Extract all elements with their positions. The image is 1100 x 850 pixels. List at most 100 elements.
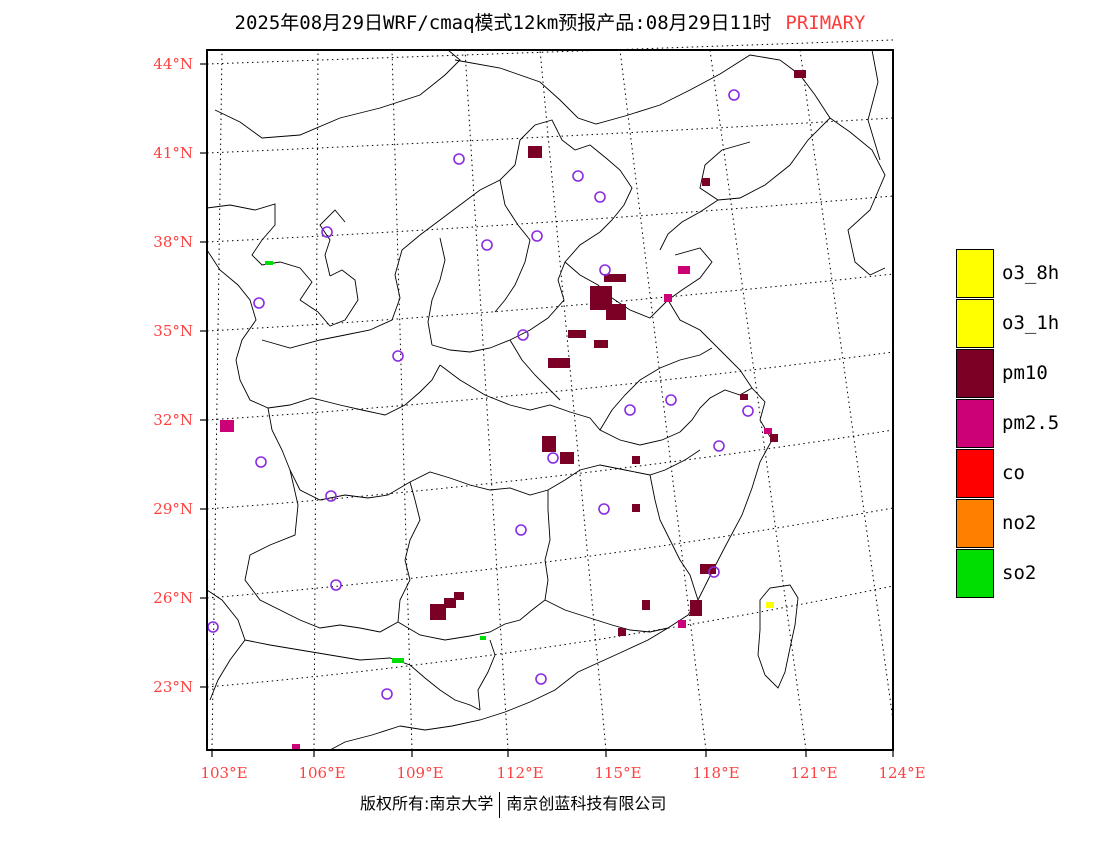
legend-swatch — [956, 499, 994, 548]
lat-label: 41°N — [153, 144, 193, 162]
pm2-5-cell — [664, 294, 672, 302]
pm10-cell — [430, 604, 446, 620]
pm10-cell — [700, 564, 716, 574]
station-marker — [381, 688, 393, 700]
legend-label: pm10 — [1002, 362, 1048, 384]
pm10-cell — [594, 340, 608, 348]
province-boundaries — [206, 49, 886, 751]
pm2-5-cell — [292, 744, 300, 750]
station-marker — [708, 566, 720, 578]
station-marker — [535, 673, 547, 685]
pm2-5-cell — [678, 620, 686, 628]
pm2-5-cell — [678, 266, 690, 274]
station-marker — [624, 404, 636, 416]
pm10-cell — [548, 358, 570, 368]
pm10-cell — [794, 70, 806, 78]
pm10-cell — [542, 436, 556, 452]
lat-label: 23°N — [153, 678, 193, 696]
pm10-cell — [642, 600, 650, 610]
station-marker — [515, 524, 527, 536]
copyright-company: 南京创蓝科技有限公司 — [506, 794, 667, 813]
pm10-cell — [690, 600, 702, 616]
lat-label: 38°N — [153, 233, 193, 251]
so2-cell — [265, 261, 273, 265]
pm10-cell — [770, 434, 778, 442]
pm10-cell — [568, 330, 586, 338]
station-marker — [481, 239, 493, 251]
lon-label: 121°E — [790, 764, 838, 782]
so2-cell — [392, 658, 404, 663]
pm2-5-cell — [764, 428, 772, 434]
legend-swatch — [956, 399, 994, 448]
map-frame — [206, 49, 894, 751]
pm10-cell — [528, 146, 542, 158]
copyright-footer: 版权所有:南京大学 南京创蓝科技有限公司 — [360, 790, 666, 818]
axis-ticks — [200, 63, 894, 757]
station-marker — [547, 452, 559, 464]
map-title: 2025年08月29日WRF/cmaq模式12km预报产品:08月29日11时 P… — [0, 8, 1100, 35]
lon-label: 112°E — [496, 764, 544, 782]
station-marker — [665, 394, 677, 406]
legend-label: o3_8h — [1002, 262, 1060, 284]
so2-cell — [480, 636, 486, 640]
station-marker — [253, 297, 265, 309]
title-tag: PRIMARY — [785, 12, 866, 34]
legend-swatch — [956, 549, 994, 598]
pm10-cell — [454, 592, 464, 600]
station-marker — [728, 89, 740, 101]
pm10-cell — [740, 394, 748, 400]
station-marker — [713, 440, 725, 452]
pm10-cell — [632, 504, 640, 512]
pm2-5-cell — [220, 420, 234, 432]
station-marker — [517, 329, 529, 341]
pm10-cell — [444, 598, 456, 608]
lon-label: 124°E — [878, 764, 926, 782]
station-marker — [531, 230, 543, 242]
copyright-owner: 版权所有:南京大学 — [360, 794, 494, 813]
lon-label: 109°E — [396, 764, 444, 782]
station-marker — [207, 621, 219, 633]
legend-label: co — [1002, 462, 1025, 484]
legend-label: o3_1h — [1002, 312, 1060, 334]
legend-swatch — [956, 349, 994, 398]
pollutant-cells — [220, 70, 806, 750]
lon-label: 118°E — [692, 764, 740, 782]
pm10-cell — [604, 274, 626, 282]
footer-divider — [499, 791, 501, 818]
legend-label: no2 — [1002, 512, 1037, 534]
o3-cell — [766, 602, 774, 608]
lon-label: 106°E — [298, 764, 346, 782]
station-marker — [392, 350, 404, 362]
legend-swatch — [956, 299, 994, 348]
pm10-cell — [606, 304, 626, 320]
pm10-cell — [618, 628, 626, 636]
lat-label: 44°N — [153, 55, 193, 73]
pm10-cell — [632, 456, 640, 464]
lat-label: 29°N — [153, 500, 193, 518]
station-marker — [742, 405, 754, 417]
station-marker — [599, 264, 611, 276]
graticule — [206, 39, 894, 751]
lon-label: 103°E — [200, 764, 248, 782]
lat-label: 26°N — [153, 589, 193, 607]
station-marker — [321, 226, 333, 238]
station-marker — [598, 503, 610, 515]
station-marker — [453, 153, 465, 165]
legend-swatch — [956, 449, 994, 498]
lat-label: 32°N — [153, 411, 193, 429]
legend-label: pm2.5 — [1002, 412, 1060, 434]
lon-label: 115°E — [594, 764, 642, 782]
legend-swatch — [956, 249, 994, 298]
pm10-cell — [560, 452, 574, 464]
lat-label: 35°N — [153, 322, 193, 340]
pm10-cell — [702, 178, 710, 186]
station-marker — [330, 579, 342, 591]
station-marker — [325, 490, 337, 502]
station-marker — [594, 191, 606, 203]
legend-label: so2 — [1002, 562, 1037, 584]
title-main: 2025年08月29日WRF/cmaq模式12km预报产品:08月29日11时 — [234, 12, 772, 34]
station-marker — [255, 456, 267, 468]
station-markers — [207, 89, 754, 700]
station-marker — [572, 170, 584, 182]
